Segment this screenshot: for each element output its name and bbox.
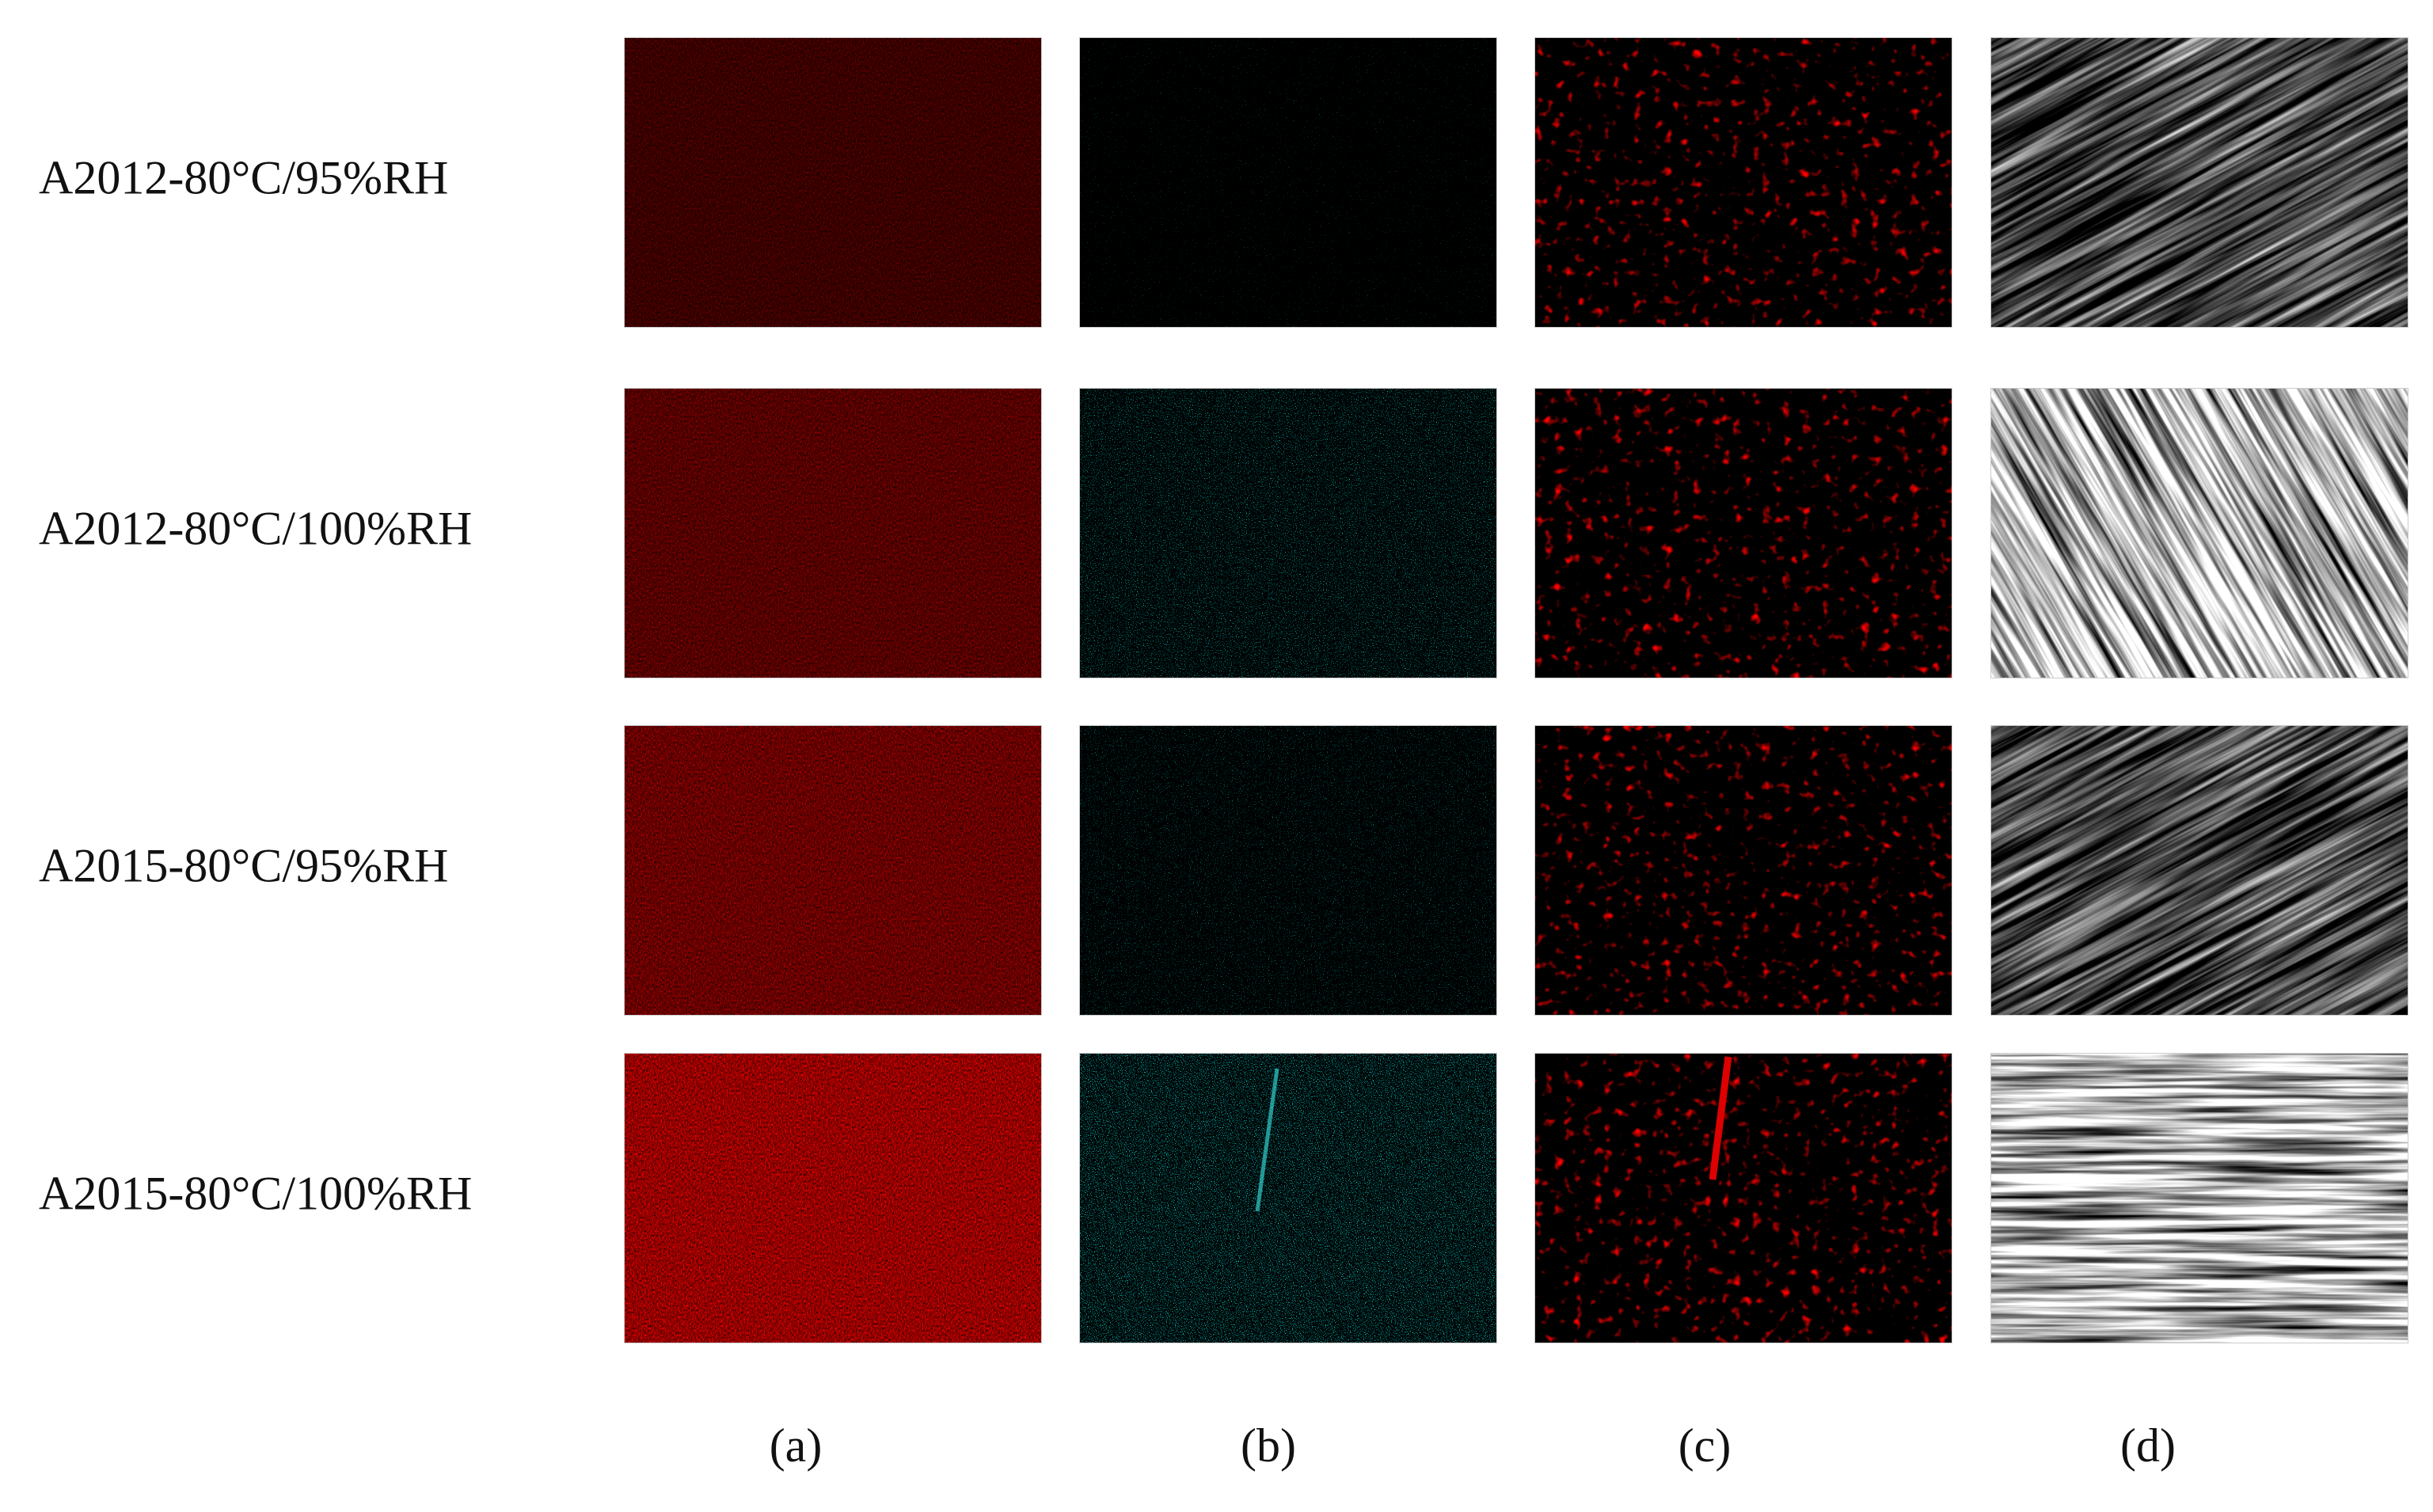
micrograph <box>1079 1053 1497 1343</box>
micrograph <box>624 388 1042 678</box>
micrograph <box>1990 37 2408 328</box>
micrograph <box>1534 1053 1952 1343</box>
micrograph <box>1079 725 1497 1016</box>
column-label: (d) <box>2120 1419 2176 1472</box>
micrograph <box>624 725 1042 1016</box>
micrograph <box>1534 388 1952 678</box>
micrograph <box>1990 725 2408 1016</box>
micrograph <box>1534 725 1952 1016</box>
column-label: (a) <box>770 1419 823 1472</box>
micrograph <box>624 1053 1042 1343</box>
micrograph <box>1534 37 1952 328</box>
row-label: A2015-80°C/95%RH <box>39 839 448 891</box>
micrograph <box>1990 1053 2408 1343</box>
row-label: A2012-80°C/95%RH <box>39 151 448 203</box>
column-label: (c) <box>1678 1419 1732 1472</box>
column-label: (b) <box>1241 1419 1296 1472</box>
micrograph <box>624 37 1042 328</box>
micrograph <box>1990 388 2408 678</box>
row-label: A2015-80°C/100%RH <box>39 1167 472 1219</box>
micrograph <box>1079 37 1497 328</box>
micrograph <box>1079 388 1497 678</box>
row-label: A2012-80°C/100%RH <box>39 502 472 554</box>
